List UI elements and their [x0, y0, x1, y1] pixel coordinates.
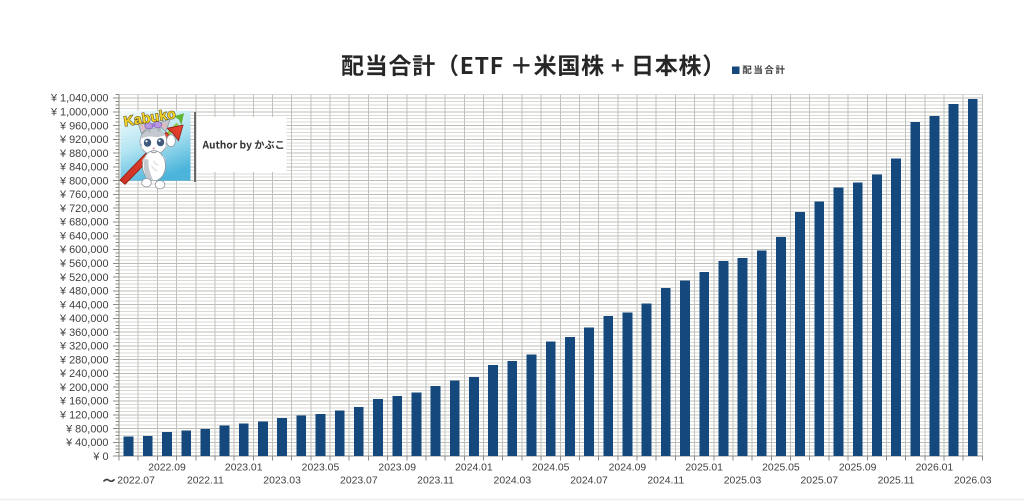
svg-text:¥ 920,000: ¥ 920,000: [59, 134, 108, 146]
svg-text:¥ 560,000: ¥ 560,000: [59, 258, 108, 270]
svg-text:2024.11: 2024.11: [647, 476, 684, 487]
svg-text:¥ 200,000: ¥ 200,000: [59, 382, 108, 394]
svg-text:¥ 280,000: ¥ 280,000: [59, 354, 108, 366]
svg-text:¥ 800,000: ¥ 800,000: [59, 175, 108, 187]
svg-text:¥ 80,000: ¥ 80,000: [65, 423, 108, 435]
svg-text:¥ 640,000: ¥ 640,000: [59, 230, 108, 242]
svg-text:¥ 320,000: ¥ 320,000: [59, 341, 108, 353]
svg-text:2023.01: 2023.01: [225, 463, 263, 474]
svg-text:¥ 480,000: ¥ 480,000: [59, 286, 108, 298]
svg-text:2023.11: 2023.11: [417, 476, 454, 487]
svg-text:2022.07: 2022.07: [117, 476, 155, 487]
svg-text:2023.07: 2023.07: [340, 476, 378, 487]
svg-text:¥ 520,000: ¥ 520,000: [59, 272, 108, 284]
svg-text:¥ 400,000: ¥ 400,000: [59, 313, 108, 325]
svg-text:2026.01: 2026.01: [916, 463, 954, 474]
svg-text:¥ 160,000: ¥ 160,000: [59, 396, 108, 408]
svg-text:¥ 760,000: ¥ 760,000: [59, 189, 108, 201]
svg-text:2024.01: 2024.01: [455, 463, 493, 474]
svg-text:¥ 1,000,000: ¥ 1,000,000: [50, 107, 109, 119]
svg-text:2025.01: 2025.01: [685, 463, 723, 474]
svg-text:2023.09: 2023.09: [378, 463, 416, 474]
svg-text:2025.03: 2025.03: [724, 476, 762, 487]
svg-text:¥ 40,000: ¥ 40,000: [65, 437, 108, 449]
svg-text:2026.03: 2026.03: [954, 476, 992, 487]
svg-text:¥ 120,000: ¥ 120,000: [59, 409, 108, 421]
svg-text:2024.05: 2024.05: [532, 463, 570, 474]
svg-text:2025.07: 2025.07: [801, 476, 839, 487]
svg-text:¥ 720,000: ¥ 720,000: [59, 203, 108, 215]
svg-text:2022.11: 2022.11: [187, 476, 224, 487]
svg-text:¥ 0: ¥ 0: [92, 451, 108, 463]
svg-text:¥ 960,000: ¥ 960,000: [59, 120, 108, 132]
svg-text:2022.09: 2022.09: [148, 463, 186, 474]
svg-text:¥ 840,000: ¥ 840,000: [59, 162, 108, 174]
svg-text:2024.07: 2024.07: [570, 476, 608, 487]
svg-text:2025.11: 2025.11: [878, 476, 915, 487]
svg-text:¥ 600,000: ¥ 600,000: [59, 244, 108, 256]
svg-text:¥ 240,000: ¥ 240,000: [59, 368, 108, 380]
svg-text:2025.09: 2025.09: [839, 463, 877, 474]
svg-text:2024.09: 2024.09: [609, 463, 647, 474]
svg-text:2023.03: 2023.03: [263, 476, 301, 487]
svg-text:2023.05: 2023.05: [302, 463, 340, 474]
svg-text:¥ 440,000: ¥ 440,000: [59, 299, 108, 311]
svg-text:2024.03: 2024.03: [494, 476, 532, 487]
svg-text:2025.05: 2025.05: [762, 463, 800, 474]
svg-text:¥ 680,000: ¥ 680,000: [59, 217, 108, 229]
svg-text:¥ 880,000: ¥ 880,000: [59, 148, 108, 160]
svg-text:¥ 360,000: ¥ 360,000: [59, 327, 108, 339]
svg-text:¥ 1,040,000: ¥ 1,040,000: [50, 93, 109, 105]
